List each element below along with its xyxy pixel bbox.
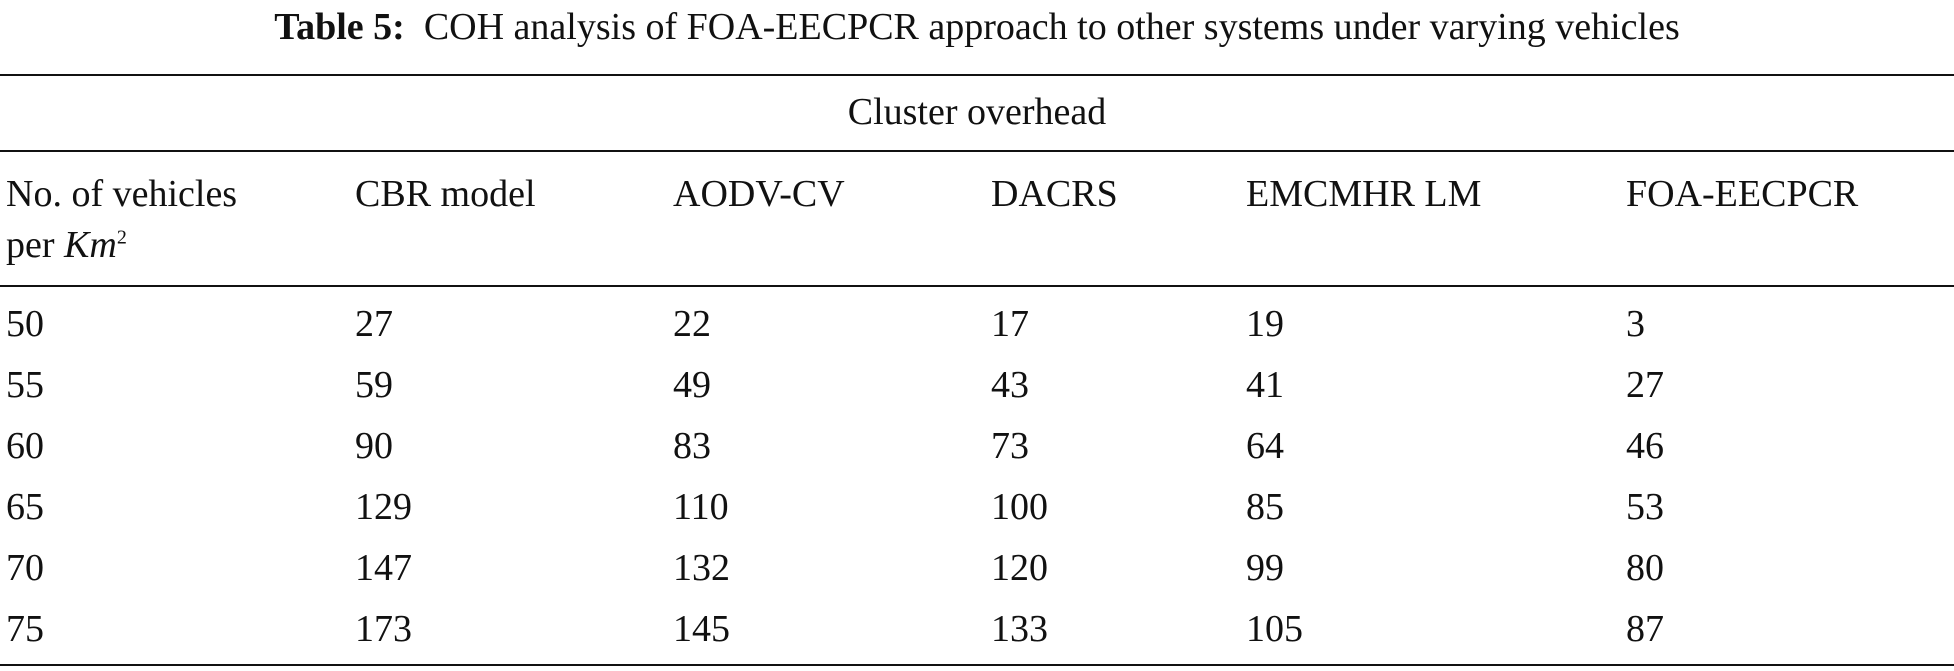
column-header: No. of vehicles [6,173,238,215]
column-header: EMCMHR LM [1246,173,1482,215]
table-cell: 17 [991,303,1029,345]
table-label: Table 5: [274,6,405,48]
table-cell: 73 [991,425,1029,467]
table-cell: 110 [673,486,729,528]
column-header: AODV-CV [673,173,845,215]
table-cell: 64 [1246,425,1284,467]
table-cell: 3 [1626,303,1645,345]
table-cell: 100 [991,486,1048,528]
table-cell: 65 [6,486,44,528]
table-cell: 43 [991,364,1029,406]
unit: Km [64,224,117,266]
column-header: FOA-EECPCR [1626,173,1859,215]
table-caption: COH analysis of FOA-EECPCR approach to o… [423,6,1680,48]
table-cell: 70 [6,547,44,589]
table-cell: 173 [355,608,412,650]
table-cell: 87 [1626,608,1664,650]
table-cell: 83 [673,425,711,467]
unit-exponent: 2 [116,226,127,249]
table-cell: 53 [1626,486,1664,528]
table-cell: 55 [6,364,44,406]
bottom-rule [0,664,1954,666]
table-cell: 27 [355,303,393,345]
table-cell: 99 [1246,547,1284,589]
column-header-part: per [6,224,55,266]
table-cell: 22 [673,303,711,345]
table-cell: 132 [673,547,730,589]
table-cell: 60 [6,425,44,467]
header-rule [0,150,1954,152]
table-cell: 105 [1246,608,1303,650]
table-cell: 41 [1246,364,1284,406]
body-rule [0,285,1954,287]
table-cell: 75 [6,608,44,650]
top-rule [0,74,1954,76]
table-cell: 147 [355,547,412,589]
table-cell: 50 [6,303,44,345]
column-header: per Km2 [6,226,127,264]
table-cell: 27 [1626,364,1664,406]
table-cell: 85 [1246,486,1284,528]
column-header: DACRS [991,173,1118,215]
table-cell: 120 [991,547,1048,589]
table-cell: 19 [1246,303,1284,345]
table-cell: 145 [673,608,730,650]
table-cell: 133 [991,608,1048,650]
table-cell: 49 [673,364,711,406]
table-cell: 59 [355,364,393,406]
table-cell: 80 [1626,547,1664,589]
group-header: Cluster overhead [847,91,1107,133]
table-cell: 129 [355,486,412,528]
table-cell: 90 [355,425,393,467]
table-title: Table 5: COH analysis of FOA-EECPCR appr… [0,8,1954,46]
table-cell: 46 [1626,425,1664,467]
column-header: CBR model [355,173,536,215]
